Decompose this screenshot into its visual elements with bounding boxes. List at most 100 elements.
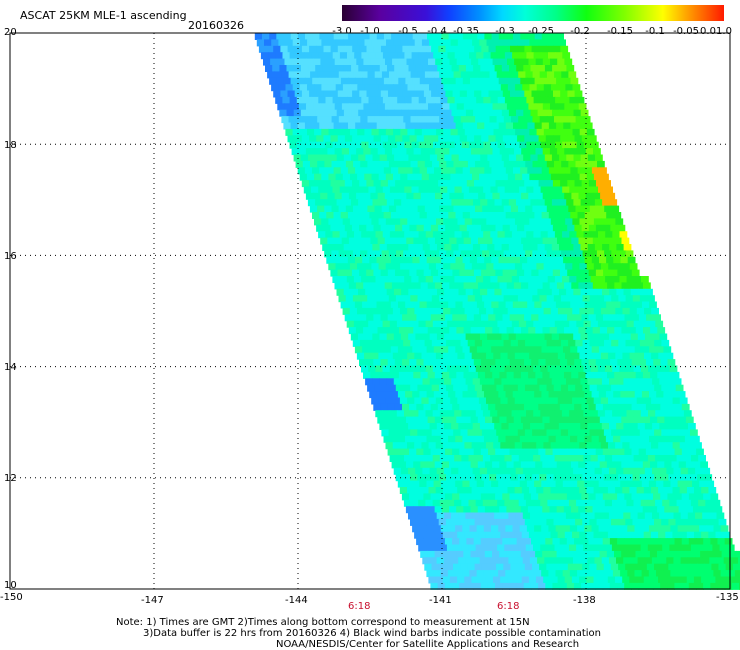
swath-cell: [527, 435, 535, 443]
swath-cell: [316, 90, 324, 98]
swath-cell: [702, 557, 710, 565]
swath-cell: [613, 480, 621, 488]
swath-cell: [593, 397, 602, 405]
swath-cell: [702, 512, 710, 520]
swath-cell: [585, 148, 594, 156]
swath-cell: [409, 359, 417, 367]
swath-cell: [720, 570, 729, 578]
swath-cell: [499, 103, 508, 111]
x-tick-141: -141: [429, 595, 452, 606]
swath-cell: [533, 544, 541, 552]
swath-cell: [569, 186, 578, 194]
swath-cell: [538, 359, 547, 367]
swath-cell: [343, 154, 352, 162]
swath-cell: [549, 327, 558, 335]
swath-cell: [483, 141, 492, 149]
swath-cell: [439, 295, 447, 303]
swath-cell: [361, 186, 369, 194]
swath-cell: [497, 320, 506, 328]
swath-cell: [446, 339, 454, 347]
swath-cell: [515, 423, 524, 430]
swath-cell: [419, 525, 427, 533]
swath-cell: [482, 339, 490, 347]
swath-cell: [387, 359, 396, 367]
swath-cell: [562, 435, 571, 443]
swath-cell: [629, 263, 638, 271]
swath-cell: [625, 295, 634, 303]
swath-cell: [306, 173, 315, 181]
swath-cell: [339, 96, 348, 104]
swath-cell: [429, 288, 438, 296]
swath-cell: [374, 339, 383, 347]
swath-cell: [578, 282, 587, 290]
swath-cell: [621, 550, 629, 558]
swath-cell: [657, 416, 665, 424]
swath-cell: [379, 65, 388, 72]
swath-cell: [712, 544, 721, 552]
swath-cell: [408, 109, 417, 117]
swath-cell: [425, 96, 434, 104]
swath-cell: [487, 65, 496, 72]
swath-cell: [577, 435, 585, 443]
swath-cell: [298, 103, 307, 111]
swath-cell: [683, 410, 692, 418]
swath-cell: [481, 314, 489, 322]
swath-cell: [329, 244, 338, 251]
swath-cell: [508, 39, 516, 47]
swath-cell: [394, 314, 403, 322]
swath-cell: [504, 365, 513, 373]
swath-cell: [665, 487, 674, 494]
swath-cell: [542, 103, 551, 111]
swath-cell: [664, 461, 673, 469]
swath-cell: [604, 295, 612, 303]
swath-cell: [403, 250, 411, 258]
swath-cell: [572, 487, 580, 494]
swath-cell: [386, 199, 395, 207]
swath-cell: [489, 250, 498, 258]
swath-cell: [564, 237, 572, 245]
swath-cell: [463, 103, 472, 111]
swath-cell: [440, 52, 449, 60]
swath-cell: [458, 199, 467, 207]
swath-cell: [358, 65, 367, 72]
swath-cell: [661, 518, 669, 526]
swath-cell: [531, 180, 540, 188]
swath-cell: [496, 384, 505, 392]
swath-cell: [467, 205, 476, 213]
swath-cell: [413, 371, 422, 379]
swath-cell: [628, 327, 637, 335]
swath-cell: [671, 371, 680, 379]
swath-cell: [562, 570, 571, 578]
swath-cell: [527, 550, 536, 558]
swath-cell: [519, 391, 528, 399]
swath-cell: [348, 282, 357, 290]
swath-cell: [365, 288, 373, 296]
swath-cell: [369, 212, 378, 219]
swath-cell: [459, 582, 467, 590]
swath-cell: [729, 576, 738, 584]
swath-cell: [428, 531, 437, 539]
swath-cell: [415, 109, 424, 117]
swath-cell: [560, 563, 569, 571]
swath-cell: [270, 58, 278, 66]
swath-cell: [548, 301, 557, 309]
swath-cell: [664, 416, 673, 424]
swath-cell: [408, 288, 417, 296]
swath-cell: [488, 90, 497, 98]
swath-cell: [510, 90, 518, 98]
swath-cell: [312, 33, 320, 40]
swath-cell: [509, 65, 517, 72]
swath-cell: [409, 224, 418, 232]
swath-cell: [544, 154, 553, 162]
swath-cell: [599, 371, 608, 379]
swath-cell: [452, 224, 461, 232]
swath-cell: [637, 467, 646, 475]
swath-cell: [698, 499, 706, 507]
swath-cell: [516, 314, 525, 322]
swath-cell: [378, 263, 387, 271]
swath-cell: [331, 71, 340, 79]
swath-cell: [520, 416, 529, 424]
swath-cell: [611, 544, 620, 552]
swath-cell: [360, 339, 368, 347]
swath-cell: [367, 295, 375, 303]
